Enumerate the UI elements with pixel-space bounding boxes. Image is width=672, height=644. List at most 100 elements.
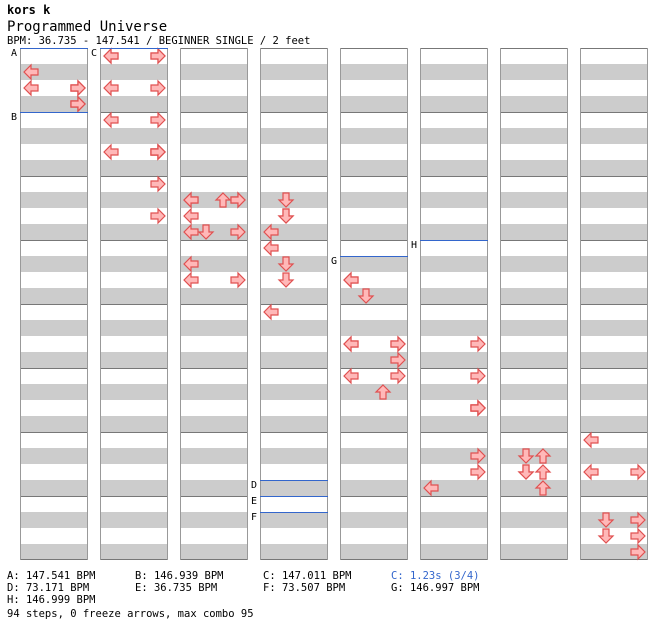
chart-column	[340, 48, 408, 560]
beat-stripe	[21, 96, 87, 112]
beat-stripe	[181, 224, 247, 240]
arrow-right-icon	[390, 351, 406, 369]
measure-line	[341, 240, 407, 241]
arrow-left-icon	[343, 335, 359, 353]
beat-stripe	[181, 288, 247, 304]
beat-stripe	[501, 544, 567, 560]
beat-stripe	[261, 224, 327, 240]
bpm-change-label: F	[251, 512, 258, 523]
beat-stripe	[581, 96, 647, 112]
column-end-line	[101, 559, 167, 560]
beat-stripe	[101, 64, 167, 80]
beat-stripe	[421, 384, 487, 400]
beat-stripe	[341, 288, 407, 304]
bpm-legend-entry: A: 147.541 BPM	[7, 570, 96, 582]
beat-stripe	[181, 448, 247, 464]
measure-line	[581, 240, 647, 241]
bpm-change-label: D	[251, 480, 258, 491]
measure-line	[101, 112, 167, 113]
beat-stripe	[261, 544, 327, 560]
arrow-right-icon	[150, 207, 166, 225]
measure-line	[421, 112, 487, 113]
beat-stripe	[101, 128, 167, 144]
beat-stripe	[421, 288, 487, 304]
arrow-left-icon	[343, 367, 359, 385]
bpm-change-line	[100, 48, 168, 49]
chart-column	[580, 48, 648, 561]
bpm-change-line	[260, 496, 328, 497]
beat-stripe	[101, 512, 167, 528]
beat-stripe	[21, 480, 87, 496]
bpm-legend-entry: D: 73.171 BPM	[7, 582, 90, 594]
chart-column	[260, 48, 328, 560]
arrow-right-icon	[150, 47, 166, 65]
measure-line	[421, 48, 487, 49]
beat-stripe	[261, 192, 327, 208]
arrow-left-icon	[263, 303, 279, 321]
arrow-up-icon	[214, 192, 232, 208]
measure-line	[261, 176, 327, 177]
bpm-legend-entry: E: 36.735 BPM	[135, 582, 218, 594]
bpm-change-label: E	[251, 496, 258, 507]
arrow-left-icon	[263, 223, 279, 241]
measure-line	[341, 112, 407, 113]
arrow-right-icon	[230, 223, 246, 241]
bpm-change-line	[20, 112, 88, 113]
arrow-up-icon	[534, 448, 552, 464]
measure-line	[341, 496, 407, 497]
beat-stripe	[501, 384, 567, 400]
arrow-down-icon	[517, 464, 535, 480]
measure-line	[501, 304, 567, 305]
column-end-line	[21, 559, 87, 560]
beat-stripe	[501, 288, 567, 304]
beat-stripe	[581, 544, 647, 560]
measure-line	[21, 176, 87, 177]
bpm-change-line	[260, 480, 328, 481]
arrow-right-icon	[470, 447, 486, 465]
measure-line	[501, 496, 567, 497]
bpm-legend-entry: G: 146.997 BPM	[391, 582, 480, 594]
beat-stripe	[101, 224, 167, 240]
arrow-right-icon	[150, 175, 166, 193]
measure-line	[21, 496, 87, 497]
bpm-change-label: G	[331, 256, 338, 267]
beat-stripe	[341, 352, 407, 368]
arrow-left-icon	[103, 111, 119, 129]
arrow-down-icon	[277, 256, 295, 272]
beat-stripe	[421, 416, 487, 432]
beat-stripe	[341, 96, 407, 112]
beat-stripe	[261, 288, 327, 304]
beat-stripe	[181, 512, 247, 528]
beat-stripe	[581, 256, 647, 272]
arrow-left-icon	[263, 239, 279, 257]
beat-stripe	[341, 512, 407, 528]
measure-line	[181, 432, 247, 433]
measure-line	[21, 240, 87, 241]
beat-stripe	[421, 224, 487, 240]
beat-stripe	[21, 320, 87, 336]
arrow-left-icon	[583, 463, 599, 481]
bpm-change-line	[420, 240, 488, 241]
measure-line	[101, 176, 167, 177]
measure-line	[581, 176, 647, 177]
beat-stripe	[501, 96, 567, 112]
beat-stripe	[341, 416, 407, 432]
beat-stripe	[181, 352, 247, 368]
measure-line	[341, 432, 407, 433]
beat-stripe	[421, 544, 487, 560]
beat-stripe	[581, 288, 647, 304]
measure-line	[101, 304, 167, 305]
beat-stripe	[581, 448, 647, 464]
beat-stripe	[341, 480, 407, 496]
beat-stripe	[261, 480, 327, 496]
arrow-right-icon	[390, 367, 406, 385]
beat-stripe	[181, 320, 247, 336]
chart-column	[420, 48, 488, 560]
beat-stripe	[581, 128, 647, 144]
bpm-legend-entry: F: 73.507 BPM	[263, 582, 346, 594]
beat-stripe	[341, 160, 407, 176]
beat-stripe	[181, 160, 247, 176]
arrow-right-icon	[470, 335, 486, 353]
beat-stripe	[421, 128, 487, 144]
measure-line	[421, 496, 487, 497]
